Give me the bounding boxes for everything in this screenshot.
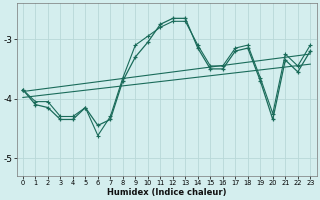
X-axis label: Humidex (Indice chaleur): Humidex (Indice chaleur) — [107, 188, 226, 197]
